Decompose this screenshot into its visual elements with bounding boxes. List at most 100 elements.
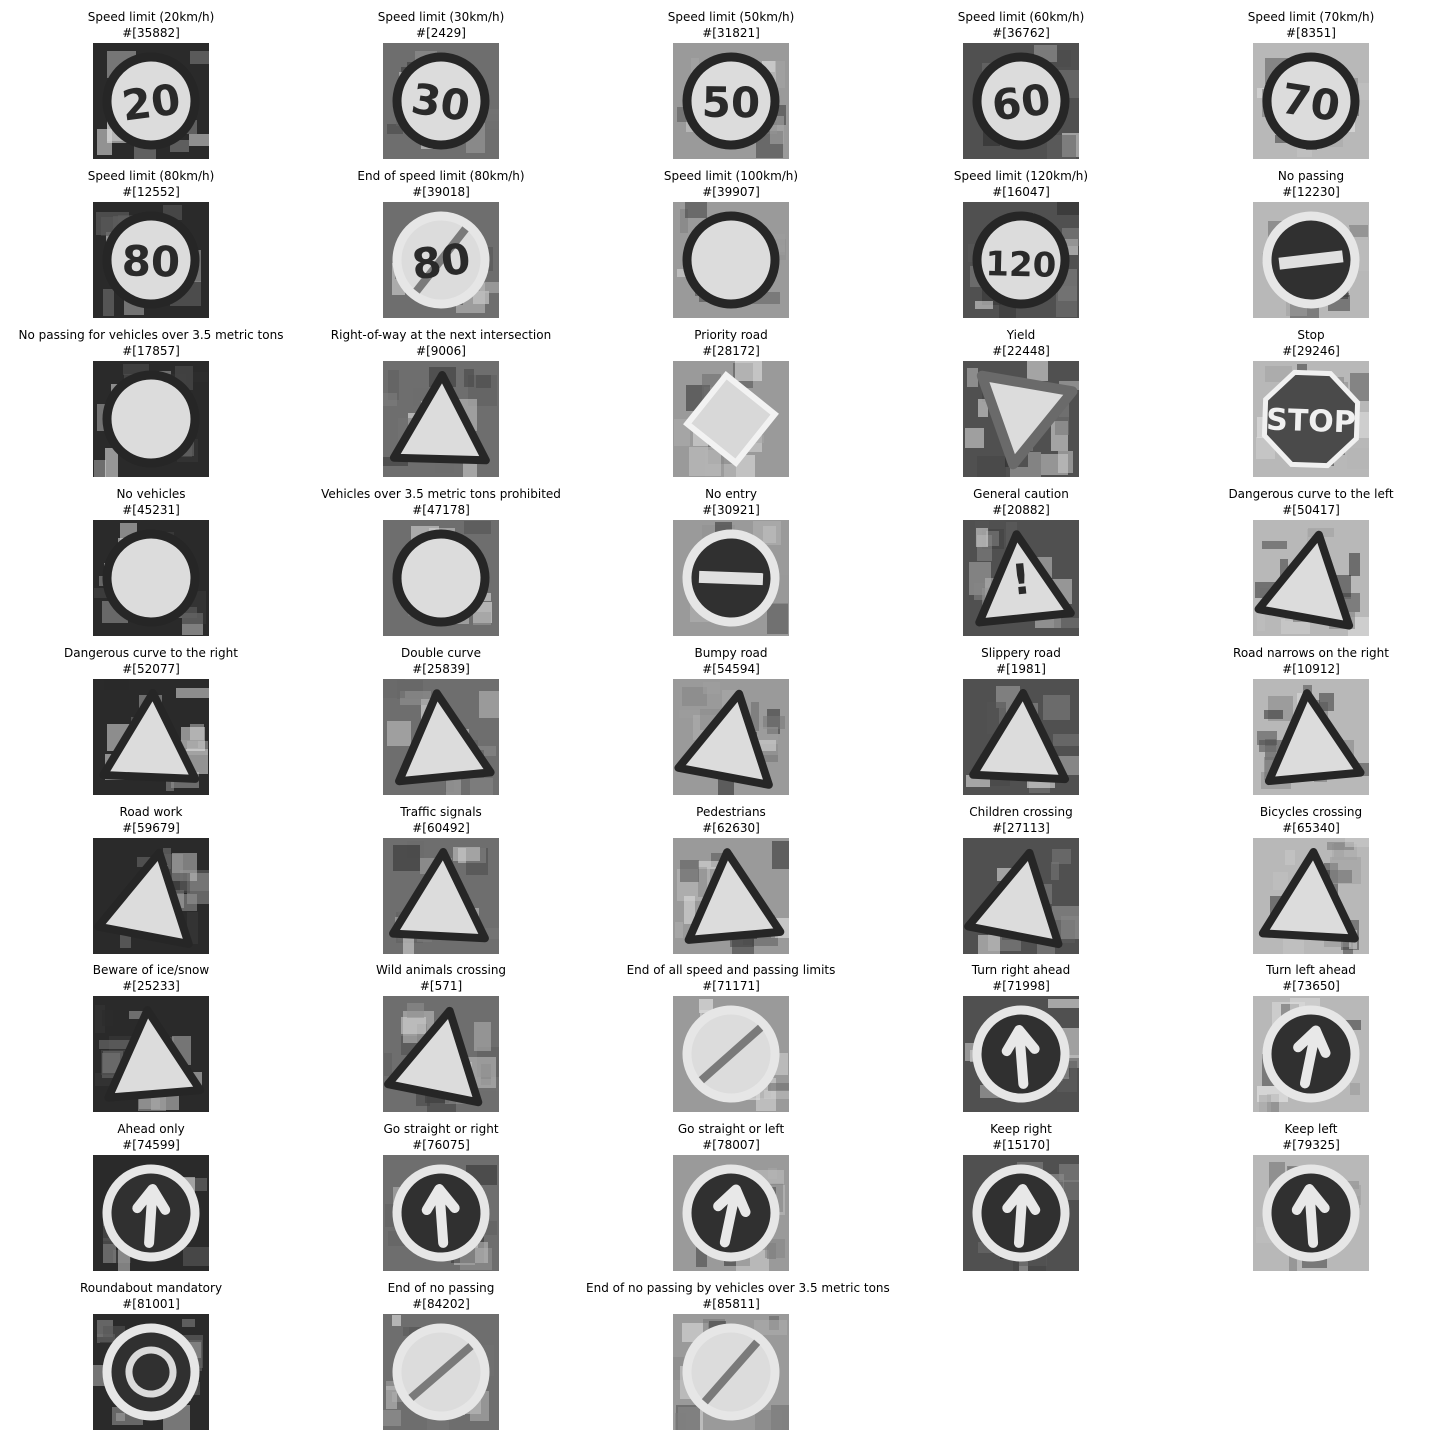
sample-title: End of all speed and passing limits — [626, 963, 836, 978]
sample-caption: General caution #[20882] — [876, 486, 1166, 518]
sample-caption: Speed limit (50km/h) #[31821] — [586, 9, 876, 41]
noise-tile — [680, 208, 688, 233]
sign-shape — [674, 689, 773, 789]
noise-tile — [684, 895, 695, 924]
noise-tile — [129, 1011, 143, 1020]
noise-tile — [190, 51, 209, 64]
noise-tile — [383, 392, 397, 406]
noise-tile — [1345, 837, 1369, 847]
noise-tile — [182, 1319, 195, 1328]
sign-image: ! — [963, 519, 1079, 636]
noise-tile — [1042, 1155, 1056, 1174]
noise-tile — [94, 587, 114, 598]
sample-caption: Speed limit (20km/h) #[35882] — [6, 9, 296, 41]
noise-tile — [768, 1083, 789, 1092]
sample-index: #[8351] — [1286, 26, 1336, 40]
sign-image — [673, 1314, 789, 1431]
sample-title: Speed limit (20km/h) — [87, 10, 215, 24]
sample-cell: Yield #[22448] — [876, 327, 1166, 477]
sample-cell: Pedestrians #[62630] — [586, 804, 876, 954]
noise-tile — [192, 371, 208, 382]
sample-caption: Speed limit (120km/h) #[16047] — [876, 168, 1166, 200]
sign-glyph: 60 — [989, 75, 1053, 131]
sample-index: #[39907] — [702, 184, 760, 199]
sign-image — [673, 678, 789, 795]
noise-tile — [763, 715, 785, 729]
sample-cell: Dangerous curve to the right #[52077] — [6, 645, 296, 795]
noise-tile — [403, 1327, 421, 1337]
sign-roundabout-ring — [125, 1346, 177, 1398]
noise-tile — [1048, 999, 1079, 1009]
noise-tile — [751, 701, 759, 731]
sample-cell: Go straight or right #[76075] — [296, 1121, 586, 1272]
sign-glyph: STOP — [1266, 402, 1357, 440]
sign-image — [963, 360, 1079, 477]
sign-image — [383, 837, 499, 954]
sample-caption: Pedestrians #[62630] — [586, 804, 876, 836]
sample-cell: Speed limit (60km/h) #[36762] 60 — [876, 9, 1166, 159]
sample-cell: General caution #[20882]! — [876, 486, 1166, 636]
noise-tile — [1285, 849, 1295, 865]
sample-cell: Keep left #[79325] — [1166, 1121, 1440, 1272]
sample-index: #[22448] — [992, 343, 1050, 358]
sign-arrow — [132, 1184, 171, 1249]
sample-cell: Traffic signals #[60492] — [296, 804, 586, 954]
noise-tile — [387, 720, 411, 746]
sample-caption: Turn left ahead #[73650] — [1166, 962, 1440, 994]
sample-caption: No passing for vehicles over 3.5 metric … — [6, 327, 296, 359]
noise-tile — [464, 520, 491, 534]
sample-title: Priority road — [694, 327, 768, 342]
sign-arrow — [1293, 1025, 1331, 1089]
sign-slash — [698, 1025, 764, 1084]
sample-index: #[25839] — [412, 661, 470, 676]
noise-tile — [383, 1410, 401, 1427]
noise-tile — [1319, 692, 1334, 711]
noise-tile — [453, 846, 480, 861]
noise-tile — [105, 447, 118, 477]
sample-index: #[27113] — [992, 820, 1050, 835]
sign-shape — [102, 1323, 200, 1421]
sample-cell: Double curve #[25839] — [296, 645, 586, 795]
noise-tile — [183, 1247, 209, 1267]
sample-caption: End of all speed and passing limits #[711… — [586, 962, 876, 994]
noise-tile — [1289, 1253, 1297, 1272]
sample-index: #[35882] — [122, 26, 180, 40]
sign-image — [673, 1155, 789, 1272]
sign-image — [383, 360, 499, 477]
sign-slash — [413, 226, 469, 294]
sample-title: Double curve — [401, 645, 481, 660]
sample-caption: Ahead only #[74599] — [6, 1121, 296, 1153]
sample-title: Wild animals crossing — [375, 963, 507, 978]
sign-image — [673, 837, 789, 954]
sample-caption: Bicycles crossing #[65340] — [1166, 804, 1440, 836]
sample-index: #[20882] — [992, 502, 1050, 517]
noise-tile — [1051, 861, 1059, 880]
sample-cell: Slippery road #[1981] — [876, 645, 1166, 795]
sample-caption: Go straight or left #[78007] — [586, 1121, 876, 1153]
noise-tile — [763, 525, 776, 543]
sign-shape — [976, 370, 1078, 470]
sample-cell: Priority road #[28172] — [586, 327, 876, 477]
noise-tile — [977, 455, 1006, 477]
sample-index: #[36762] — [992, 26, 1050, 40]
sign-shape — [94, 848, 193, 948]
sign-image — [1253, 1155, 1369, 1272]
sample-caption: Speed limit (60km/h) #[36762] — [876, 9, 1166, 41]
sample-cell: Speed limit (20km/h) #[35882] 20 — [6, 9, 296, 159]
noise-tile — [1043, 694, 1070, 720]
sample-caption: Dangerous curve to the left #[50417] — [1166, 486, 1440, 518]
sign-shape — [683, 370, 779, 467]
sign-shape — [102, 52, 200, 150]
noise-tile — [1053, 733, 1079, 746]
sample-index: #[45231] — [122, 502, 180, 517]
sample-caption: Road work #[59679] — [6, 804, 296, 836]
sample-caption: Turn right ahead #[71998] — [876, 962, 1166, 994]
sample-index: #[81001] — [122, 1297, 180, 1312]
noise-tile — [94, 459, 106, 477]
noise-tile — [1059, 380, 1079, 390]
sample-index: #[84202] — [412, 1297, 470, 1312]
noise-tile — [1047, 135, 1076, 159]
sample-index: #[52077] — [122, 661, 180, 676]
sign-image — [673, 996, 789, 1113]
sample-index: #[1981] — [996, 661, 1046, 676]
